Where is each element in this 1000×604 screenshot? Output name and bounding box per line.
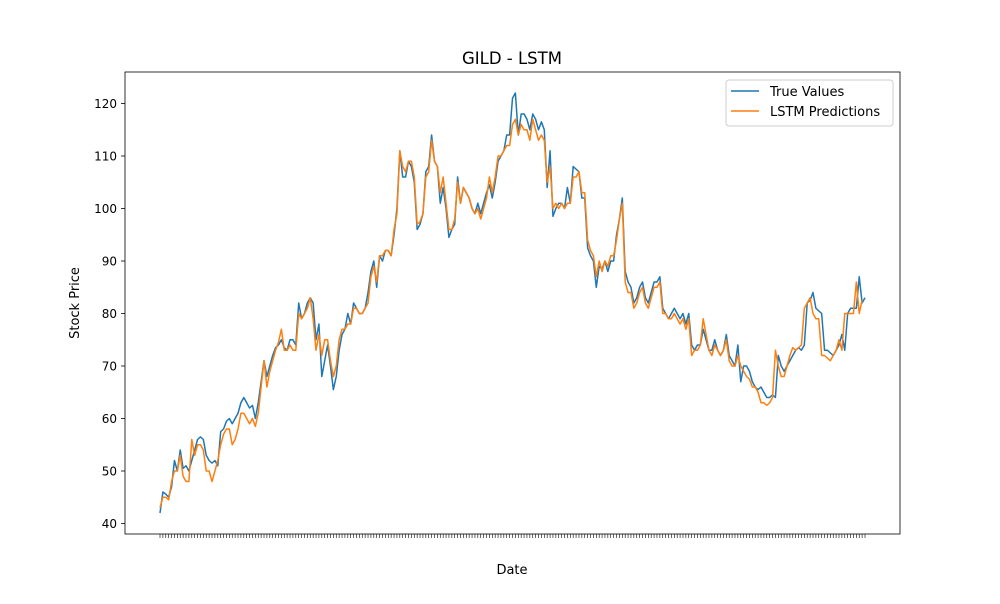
legend-label-true-values: True Values xyxy=(769,85,844,100)
y-tick-label: 120 xyxy=(94,97,117,111)
series-line-lstm-predictions xyxy=(159,118,863,508)
x-axis-label: Date xyxy=(496,563,527,578)
series-layer xyxy=(159,92,866,514)
y-axis-label: Stock Price xyxy=(68,267,83,339)
legend: True Values LSTM Predictions xyxy=(725,79,894,127)
y-tick-label: 40 xyxy=(102,517,117,531)
y-tick-label: 80 xyxy=(102,307,117,321)
x-axis xyxy=(159,534,866,538)
y-tick-label: 90 xyxy=(102,255,117,269)
chart-title: GILD - LSTM xyxy=(462,49,562,68)
y-tick-label: 70 xyxy=(102,360,117,374)
y-tick-label: 110 xyxy=(94,150,117,164)
y-tick-label: 100 xyxy=(94,202,117,216)
y-tick-label: 60 xyxy=(102,412,117,426)
y-axis: 40 50 60 70 80 90 100 110 120 xyxy=(94,97,125,531)
y-tick-label: 50 xyxy=(102,465,117,479)
legend-label-lstm-predictions: LSTM Predictions xyxy=(770,105,880,120)
legend-box xyxy=(725,79,894,127)
